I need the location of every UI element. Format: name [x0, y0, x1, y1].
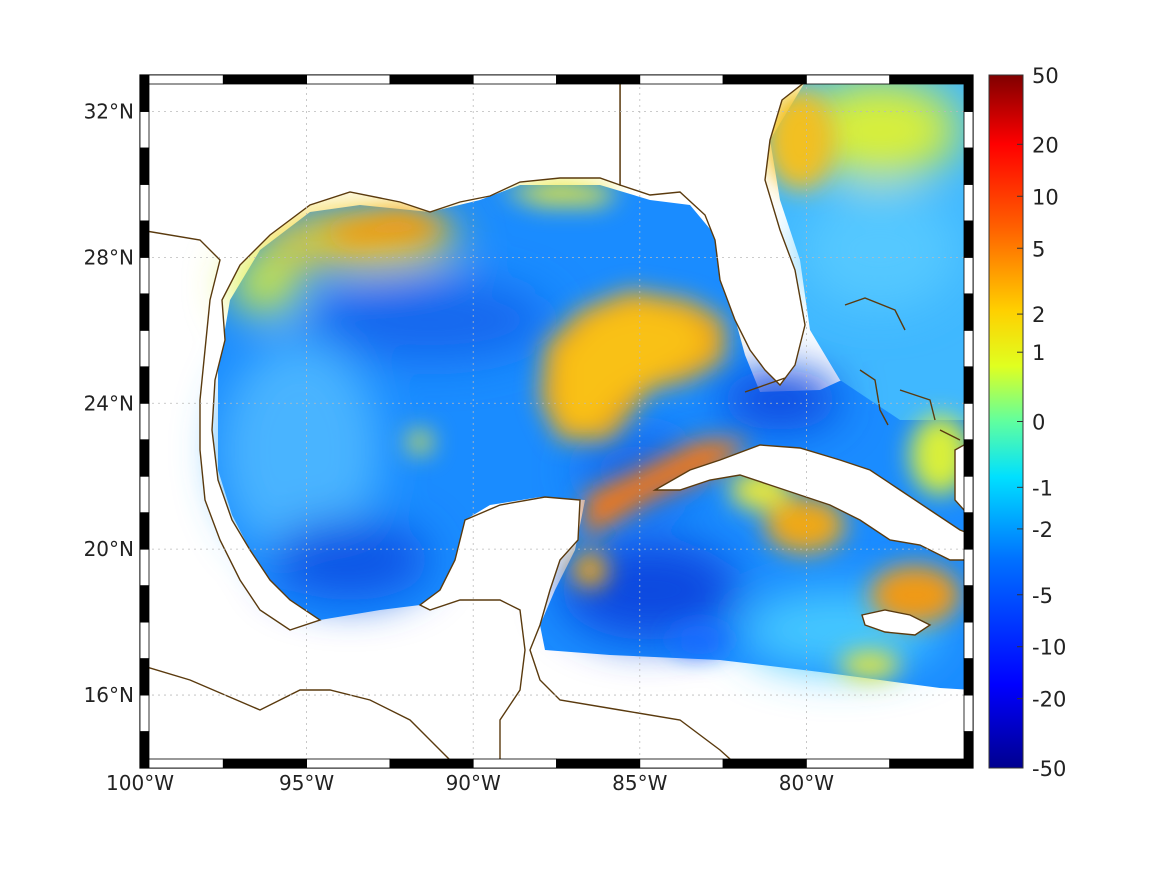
frame-seg-right [963, 658, 974, 696]
frame-seg-right [963, 548, 974, 587]
frame-seg-right [963, 74, 974, 112]
frame-seg-left [139, 548, 150, 587]
frame-seg-top [389, 74, 474, 85]
frame-seg-left [139, 694, 150, 732]
frame-seg-left [139, 184, 150, 222]
colorbar-tick-label: -20 [1032, 688, 1066, 712]
lat-tick-label: 24°N [84, 391, 134, 415]
frame-seg-left [139, 293, 150, 331]
frame-seg-left [139, 439, 150, 477]
frame-seg-left [139, 621, 150, 659]
frame-seg-right [963, 731, 974, 769]
colorbar-tick-label: 10 [1032, 185, 1059, 209]
lon-tick-label: 85°W [612, 771, 667, 795]
frame-seg-left [139, 402, 150, 441]
lat-tick-label: 16°N [84, 683, 134, 707]
anomaly-field [218, 80, 973, 690]
jamaica-land [861, 609, 932, 636]
colorbar-tick-label: -2 [1032, 518, 1053, 542]
frame-seg-left [139, 585, 150, 623]
frame-seg-right [963, 621, 974, 659]
frame-seg-bottom [389, 758, 474, 769]
frame-seg-right [963, 184, 974, 222]
frame-seg-right [963, 512, 974, 550]
frame-seg-top [722, 74, 807, 85]
frame-seg-right [963, 585, 974, 623]
bahamas-land [844, 297, 961, 441]
mexico-land [140, 75, 621, 631]
florida-keys [744, 377, 786, 393]
frame-seg-top [306, 74, 391, 85]
frame-seg-right [963, 402, 974, 441]
frame-seg-top [806, 74, 891, 85]
frame-seg-bottom [306, 758, 391, 769]
frame-seg-bottom [722, 758, 807, 769]
frame-seg-bottom [472, 758, 557, 769]
map-frame [139, 74, 974, 769]
frame-seg-right [963, 475, 974, 514]
colorbar-tick-label: -1 [1032, 476, 1053, 500]
cuba-land [652, 444, 973, 561]
frame-seg-left [139, 658, 150, 696]
frame-seg-bottom [639, 758, 724, 769]
frame-seg-left [139, 512, 150, 550]
frame-seg-top [639, 74, 724, 85]
frame-seg-top [139, 74, 224, 85]
lon-tick-label: 95°W [279, 771, 334, 795]
frame-seg-top [222, 74, 308, 85]
grid [140, 75, 973, 768]
frame-seg-right [963, 220, 974, 258]
frame-seg-bottom [139, 758, 224, 769]
frame-seg-right [963, 147, 974, 185]
frame-seg-top [889, 74, 974, 85]
lon-tick-label: 80°W [779, 771, 834, 795]
colorbar-tick-label: 1 [1032, 341, 1045, 365]
frame-seg-right [963, 694, 974, 732]
land [140, 75, 973, 768]
frame-seg-left [139, 256, 150, 295]
colorbar-tick-label: -5 [1032, 584, 1053, 608]
lon-tick-label: 100°W [106, 771, 174, 795]
latitude-labels: 32°N 28°N 24°N 20°N 16°N [84, 99, 134, 707]
frame-seg-bottom [222, 758, 308, 769]
frame-seg-left [139, 731, 150, 769]
lat-tick-label: 28°N [84, 245, 134, 269]
frame-seg-left [139, 220, 150, 258]
colorbar-tick-label: 20 [1032, 133, 1059, 157]
colorbar-tick-label: -10 [1032, 636, 1066, 660]
frame-seg-left [139, 329, 150, 368]
frame-seg-left [139, 74, 150, 112]
lat-tick-label: 32°N [84, 99, 134, 123]
frame-seg-right [963, 329, 974, 368]
lat-tick-label: 20°N [84, 537, 134, 561]
frame-seg-right [963, 256, 974, 295]
frame-seg-top [472, 74, 557, 85]
colorbar-tick-label: 50 [1032, 64, 1059, 88]
frame-seg-bottom [889, 758, 974, 769]
frame-seg-bottom [806, 758, 891, 769]
frame-seg-bottom [556, 758, 641, 769]
longitude-labels: 100°W 95°W 90°W 85°W 80°W [106, 771, 834, 795]
frame-seg-right [963, 293, 974, 331]
colorbar-tick-label: 0 [1032, 411, 1045, 435]
frame-seg-right [963, 111, 974, 149]
frame-seg-left [139, 147, 150, 185]
colorbar-tick-label: -50 [1032, 757, 1066, 781]
frame-seg-left [139, 111, 150, 149]
frame-seg-right [963, 439, 974, 477]
frame-seg-left [139, 475, 150, 514]
colorbar-tick-label: 2 [1032, 303, 1045, 327]
frame-seg-top [556, 74, 641, 85]
frame-seg-left [139, 366, 150, 404]
frame-seg-right [963, 366, 974, 404]
colorbar-tick-label: 5 [1032, 237, 1045, 261]
lon-tick-label: 90°W [446, 771, 501, 795]
